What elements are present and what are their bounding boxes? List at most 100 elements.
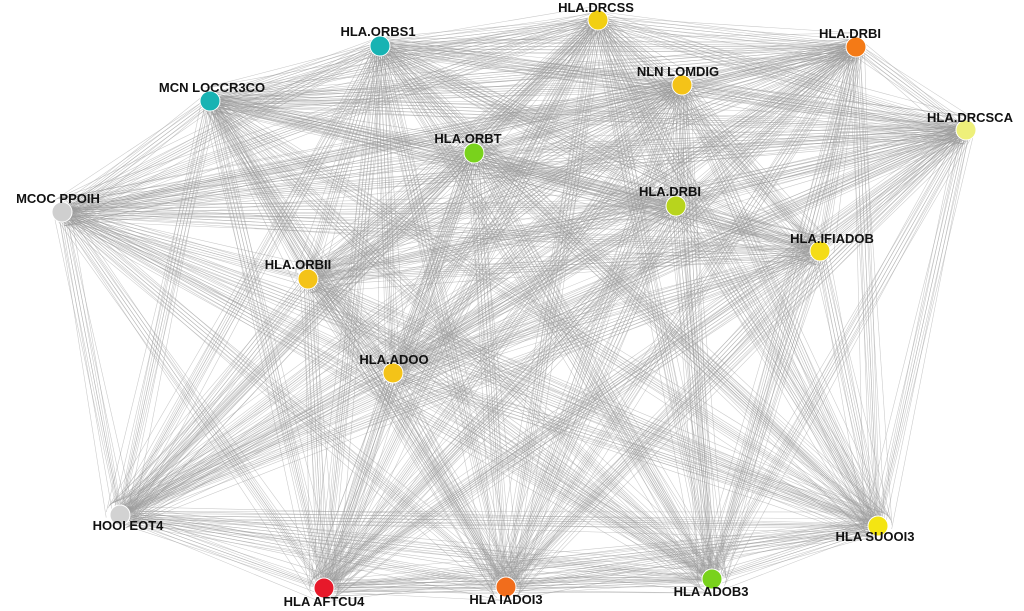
network-edge [712,252,825,580]
network-edge [515,253,823,597]
node-dot[interactable] [369,35,391,57]
network-node[interactable]: HLA ADOB3 [674,568,749,599]
network-edge [323,521,878,588]
network-edge [677,205,720,579]
network-edge [65,211,122,515]
network-edge [684,82,832,243]
network-edge [323,372,394,589]
network-node[interactable]: HLA.DRCSCA [927,110,1014,141]
node-dot[interactable] [671,74,693,96]
network-edge [324,254,823,590]
network-edge [677,201,821,251]
node-dot[interactable] [955,119,977,141]
network-edge [121,91,688,517]
network-edge [500,128,965,583]
network-node[interactable]: HLA.IFIADOB [790,231,874,262]
network-edge [63,210,330,585]
network-edge [118,276,305,515]
node-label: HLA.DRCSCA [927,110,1014,125]
node-dot[interactable] [109,504,131,526]
network-node[interactable]: HLA.DRCSS [558,0,634,31]
network-edge [379,5,597,43]
network-edge [324,208,680,589]
network-edge [210,99,822,245]
network-edge [717,130,968,583]
network-edge [120,380,398,518]
network-edge [121,284,315,517]
network-node[interactable]: MCN LOCCR3CO [159,80,265,112]
network-edge [393,258,823,376]
node-dot[interactable] [51,201,73,223]
network-node[interactable]: MCOC PPOIH [16,191,100,223]
network-edge [119,372,394,516]
network-edge [859,46,893,526]
network-edge [677,204,885,523]
node-dot[interactable] [297,268,319,290]
network-edge [709,125,959,579]
network-edge [474,149,680,193]
network-node[interactable]: HOOI EOT4 [93,504,165,533]
network-node[interactable]: HLA IADOI3 [469,576,543,607]
network-edge [120,254,822,517]
node-dot[interactable] [463,142,485,164]
network-edge [118,523,506,590]
network-edge [680,85,815,256]
network-edge [308,254,821,294]
node-dot[interactable] [199,90,221,112]
network-node[interactable]: HLA AFTCU4 [284,577,365,609]
node-dot[interactable] [701,568,723,590]
network-edge [481,148,715,579]
network-node[interactable]: HLA.DRBI [819,26,881,58]
node-dot[interactable] [495,576,517,598]
network-edge [681,84,713,580]
node-dot[interactable] [845,36,867,58]
network-edge [305,281,383,383]
network-edge [473,152,677,207]
network-node[interactable]: HLA.ORBT [434,131,502,164]
network-edge [61,191,676,209]
node-dot[interactable] [665,195,687,217]
network-edge [58,219,878,529]
node-label: HLA AFTCU4 [284,594,365,609]
network-edge [673,213,820,254]
network-node[interactable]: HLA SUOOI3 [836,515,915,544]
network-edge [307,42,855,279]
network-node[interactable]: HLA.ADOO [359,352,429,384]
network-edge [471,155,878,528]
network-edge [323,525,879,589]
network-edge [120,510,507,587]
network-edge [106,100,207,513]
network-edge [306,146,470,278]
network-edge [376,46,380,374]
network-edge [319,128,966,583]
node-dot[interactable] [587,9,609,31]
network-edge [505,525,879,588]
network-edge [308,252,821,287]
network-edge [599,16,691,75]
network-edge [322,203,674,588]
network-edge [674,209,816,265]
network-edge [60,213,502,593]
network-edge [391,374,709,586]
network-node[interactable]: HLA.ORBII [265,257,331,290]
network-edge [61,46,857,213]
network-edge [323,126,964,588]
network-edge [64,203,309,278]
network-edge [61,215,820,266]
network-node[interactable]: HLA.DRBI [639,184,701,217]
node-dot[interactable] [867,515,889,537]
network-edge [61,11,596,211]
network-edge [324,374,398,589]
node-dot[interactable] [382,362,404,384]
network-edge [119,516,878,534]
network-edge [818,46,853,251]
network-node[interactable]: HLA.ORBS1 [340,24,416,57]
node-label: NLN LOMDIG [637,64,719,79]
network-edge [120,88,685,517]
node-dot[interactable] [313,577,335,599]
node-dot[interactable] [809,240,831,262]
network-node[interactable]: NLN LOMDIG [637,64,719,96]
network-edge [705,250,819,577]
network-edge [212,97,713,579]
network-edge [120,281,312,516]
